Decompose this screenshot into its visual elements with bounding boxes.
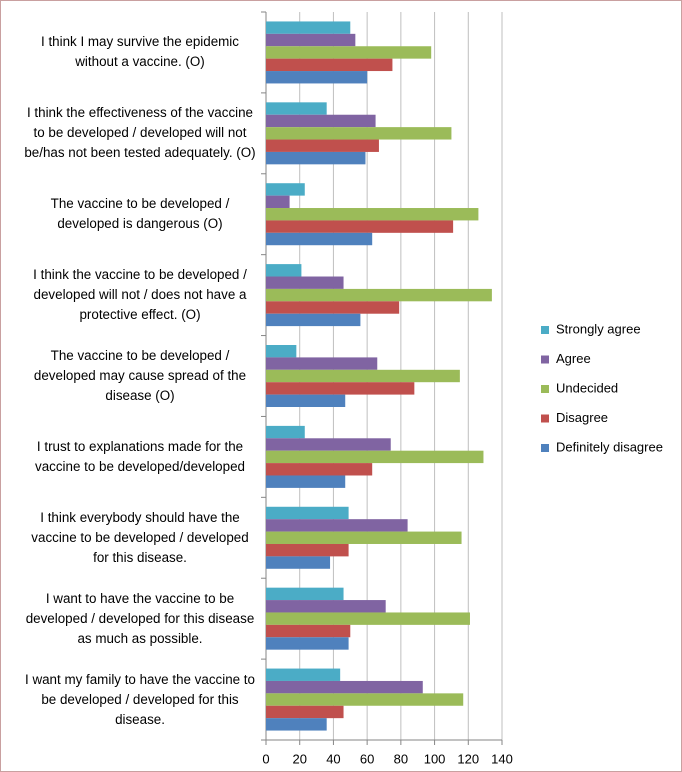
bar xyxy=(266,151,366,165)
bar xyxy=(266,33,356,47)
bar xyxy=(266,71,368,84)
bar xyxy=(266,264,302,277)
x-tick-label: 140 xyxy=(491,751,513,766)
bar xyxy=(266,345,297,358)
bar xyxy=(266,58,393,72)
legend-label: Agree xyxy=(556,351,591,366)
bar xyxy=(266,46,432,59)
category-label: I think the vaccine to be developed / de… xyxy=(33,267,247,323)
bar xyxy=(266,680,423,694)
bar xyxy=(266,102,327,115)
legend-label: Undecided xyxy=(556,380,618,395)
bar xyxy=(266,195,290,209)
bar xyxy=(266,624,351,638)
bar xyxy=(266,382,415,395)
legend-swatch xyxy=(541,444,549,452)
bar xyxy=(266,114,376,128)
bar xyxy=(266,668,341,681)
bar xyxy=(266,450,484,464)
bar xyxy=(266,693,464,706)
legend-label: Strongly agree xyxy=(556,321,641,336)
bar xyxy=(266,276,344,289)
bar xyxy=(266,357,378,370)
x-tick-label: 60 xyxy=(360,751,374,766)
bar xyxy=(266,506,349,520)
x-tick-label: 120 xyxy=(457,751,479,766)
bar xyxy=(266,556,331,569)
x-tick-label: 80 xyxy=(394,751,408,766)
legend-swatch xyxy=(541,385,549,393)
category-label: I trust to explanations made for the vac… xyxy=(35,438,245,474)
bar xyxy=(266,705,344,719)
category-label: I think everybody should have the vaccin… xyxy=(31,509,249,565)
bar xyxy=(266,637,349,650)
bar xyxy=(266,463,373,476)
bar xyxy=(266,600,386,613)
x-tick-label: 0 xyxy=(262,751,269,766)
bar xyxy=(266,718,327,731)
bar xyxy=(266,288,492,302)
bar xyxy=(266,127,452,140)
category-label: I want to have the vaccine to be develop… xyxy=(25,590,255,646)
bar xyxy=(266,183,305,196)
bar xyxy=(266,232,373,246)
category-label: The vaccine to be developed / developed … xyxy=(33,347,247,403)
bar xyxy=(266,438,391,451)
bar xyxy=(266,587,344,601)
bar xyxy=(266,519,408,532)
x-tick-label: 20 xyxy=(292,751,306,766)
category-label: I think the effectiveness of the vaccine… xyxy=(24,105,256,161)
bar xyxy=(266,313,361,327)
legend-swatch xyxy=(541,414,549,423)
bar xyxy=(266,220,454,233)
bar xyxy=(266,394,346,407)
category-label: The vaccine to be developed / developed … xyxy=(50,196,230,232)
bar xyxy=(266,612,470,625)
x-tick-label: 40 xyxy=(326,751,340,766)
bar xyxy=(266,208,479,221)
x-tick-label: 100 xyxy=(424,751,446,766)
legend-swatch xyxy=(541,326,549,334)
bar xyxy=(266,475,346,488)
category-label: I think I may survive the epidemic witho… xyxy=(41,34,239,70)
bar xyxy=(266,531,462,544)
bar xyxy=(266,543,349,557)
bar xyxy=(266,139,379,152)
bar xyxy=(266,21,351,34)
bar xyxy=(266,425,305,439)
bar xyxy=(266,301,400,314)
legend-label: Disagree xyxy=(556,410,608,425)
legend-label: Definitely disagree xyxy=(556,439,663,454)
bar xyxy=(266,369,460,383)
category-label: I want my family to have the vaccine to … xyxy=(25,671,255,727)
legend-swatch xyxy=(541,355,549,364)
